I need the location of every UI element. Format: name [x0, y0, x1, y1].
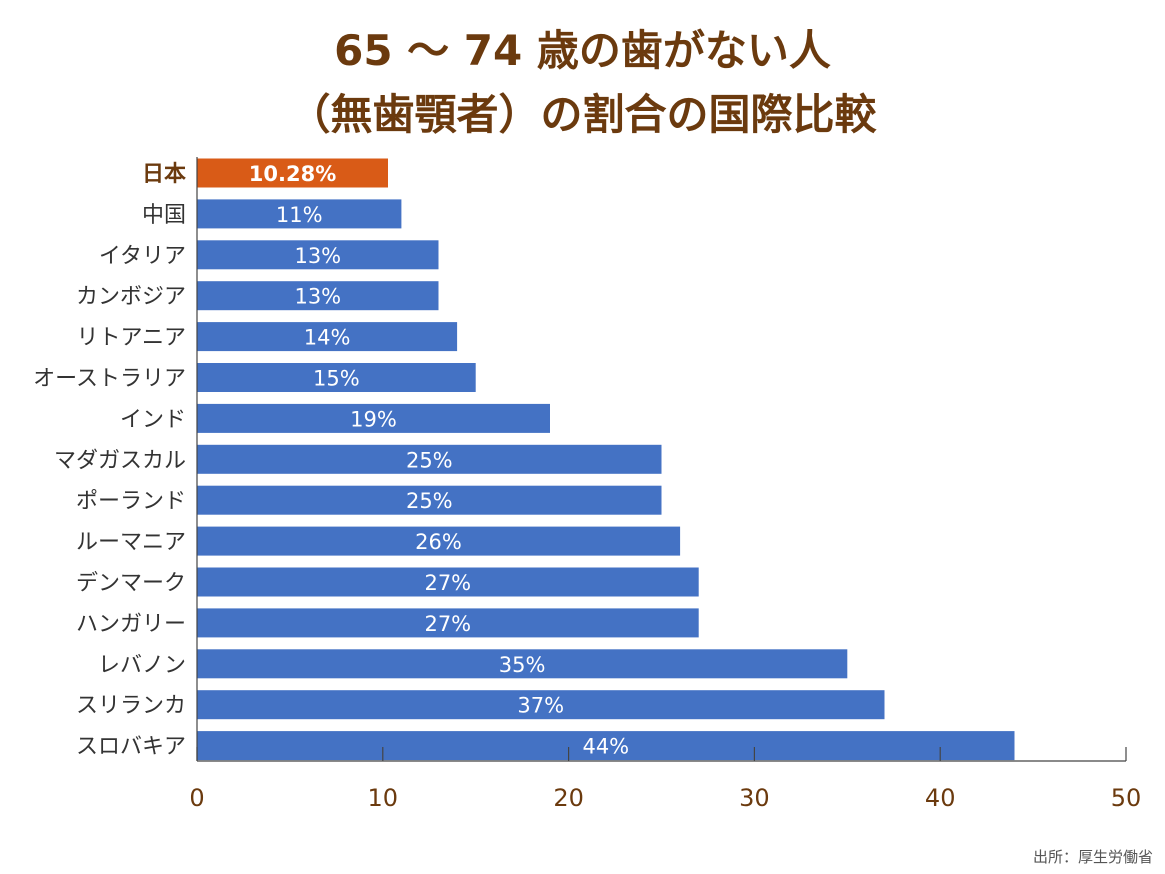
data-label-3: 13%: [294, 285, 341, 309]
category-label-2: イタリア: [99, 244, 186, 269]
data-label-7: 25%: [406, 448, 453, 472]
category-label-12: レバノン: [98, 653, 186, 678]
bar-14: [197, 731, 1015, 761]
category-label-14: スロバキア: [76, 735, 186, 760]
x-tick-label-0: 0: [189, 784, 204, 812]
data-label-9: 26%: [415, 530, 462, 554]
category-label-7: マダガスカル: [54, 448, 186, 473]
category-label-1: 中国: [142, 203, 186, 228]
data-label-13: 37%: [517, 694, 564, 718]
bar-8: [197, 485, 662, 515]
bar-12: [197, 649, 848, 679]
category-label-3: カンボジア: [76, 285, 186, 310]
chart-title-line1: 65 ～ 74 歳の歯がない人: [334, 26, 831, 75]
bar-7: [197, 444, 662, 474]
category-label-11: ハンガリー: [76, 612, 186, 637]
chart-title-line2: （無歯顎者）の割合の国際比較: [288, 90, 877, 139]
bar-1: [197, 199, 402, 229]
bar-4: [197, 322, 458, 352]
data-label-5: 15%: [313, 367, 360, 391]
bar-10: [197, 567, 699, 597]
category-label-9: ルーマニア: [76, 530, 186, 555]
bar-3: [197, 281, 439, 311]
x-tick-label-5: 50: [1111, 784, 1142, 812]
bar-5: [197, 363, 476, 392]
source-note: 出所：厚生労働省: [1032, 848, 1153, 866]
category-label-13: スリランカ: [76, 694, 186, 719]
bar-0: [197, 158, 388, 188]
category-label-10: デンマーク: [76, 571, 186, 596]
bar-2: [197, 240, 439, 270]
data-label-0: 10.28%: [249, 162, 336, 186]
category-label-4: リトアニア: [76, 326, 186, 351]
data-label-1: 11%: [276, 203, 323, 227]
data-label-12: 35%: [499, 653, 546, 677]
x-tick-label-1: 10: [368, 784, 399, 812]
x-tick-label-2: 20: [553, 784, 584, 812]
bar-6: [197, 403, 550, 433]
category-label-5: オーストラリア: [33, 367, 186, 392]
bar-13: [197, 690, 885, 720]
data-label-10: 27%: [424, 571, 471, 595]
data-label-2: 13%: [294, 244, 341, 268]
category-label-6: インド: [120, 407, 186, 432]
data-label-4: 14%: [304, 326, 351, 350]
x-tick-label-4: 40: [925, 784, 956, 812]
bar-11: [197, 608, 699, 638]
data-label-8: 25%: [406, 489, 453, 513]
data-label-14: 44%: [582, 735, 629, 759]
data-label-11: 27%: [424, 612, 471, 636]
category-label-0: 日本: [142, 162, 186, 187]
bar-9: [197, 526, 681, 556]
category-label-8: ポーランド: [76, 489, 186, 514]
data-label-6: 19%: [350, 407, 397, 431]
x-tick-label-3: 30: [739, 784, 770, 812]
